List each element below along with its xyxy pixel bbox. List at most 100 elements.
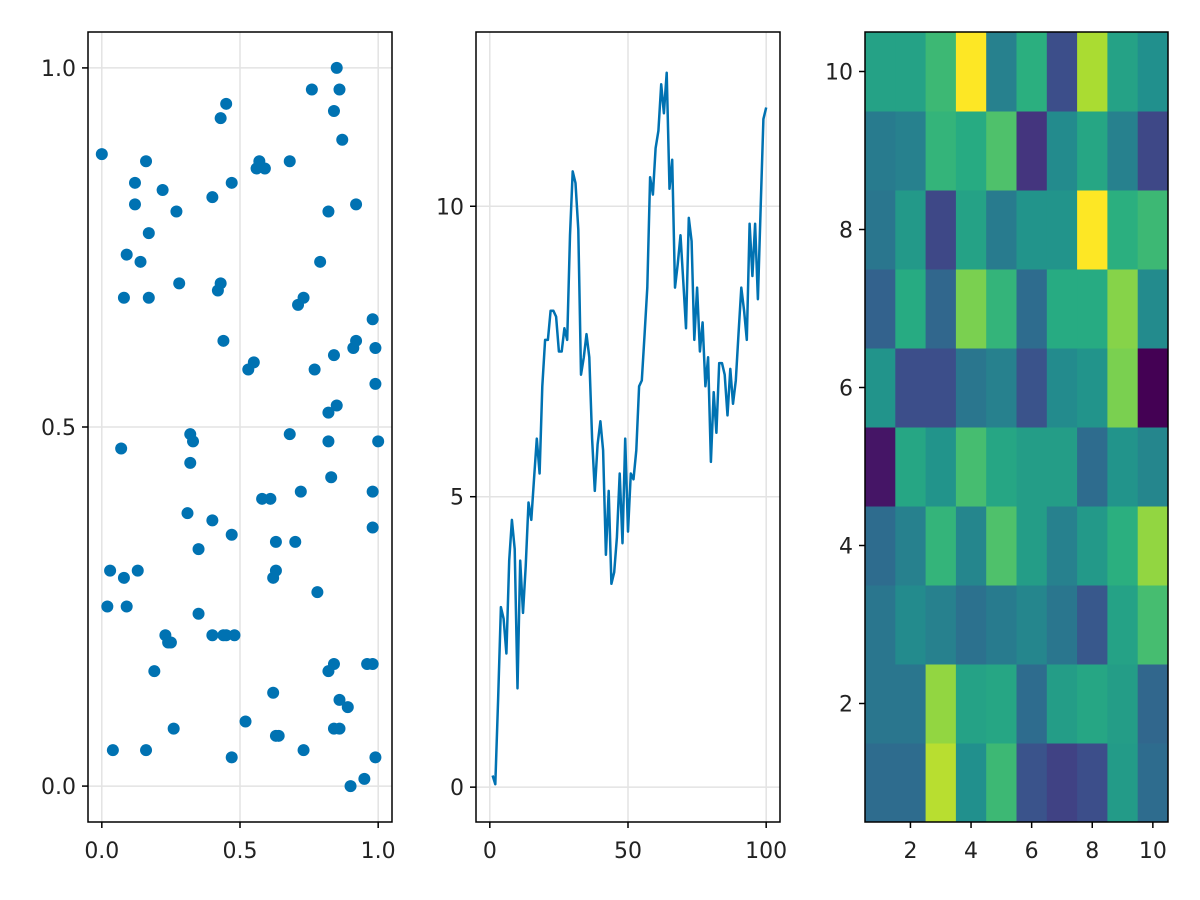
series-line bbox=[491, 71, 768, 786]
heatmap-cell bbox=[1046, 32, 1078, 112]
heatmap-cell bbox=[955, 585, 987, 665]
heatmap-cell bbox=[895, 190, 927, 270]
scatter-point bbox=[120, 248, 133, 261]
heatmap-cell bbox=[1137, 427, 1169, 507]
heatmap-cell bbox=[1016, 664, 1048, 744]
scatter-point bbox=[131, 564, 144, 577]
scatter-point bbox=[327, 658, 340, 670]
scatter-point bbox=[289, 535, 302, 548]
heatmap-cell bbox=[925, 348, 957, 428]
scatter-point bbox=[95, 148, 108, 161]
heatmap-cell bbox=[865, 348, 896, 428]
heatmap-cell bbox=[1016, 348, 1048, 428]
scatter-point bbox=[325, 471, 338, 484]
heatmap-cell bbox=[1107, 348, 1139, 428]
heatmap-cell bbox=[986, 506, 1017, 586]
heatmap-cell bbox=[1046, 269, 1078, 349]
scatter-point bbox=[192, 607, 205, 620]
heatmap-cell bbox=[955, 190, 987, 270]
scatter-point bbox=[156, 184, 169, 196]
scatter-point bbox=[333, 722, 346, 735]
scatter-point bbox=[228, 629, 241, 642]
heatmap-cell bbox=[925, 664, 957, 744]
scatter-point bbox=[322, 406, 335, 419]
heatmap-cell bbox=[1137, 111, 1169, 191]
heatmap-cell bbox=[925, 427, 957, 507]
heatmap-cell bbox=[1107, 190, 1139, 270]
heatmap-cell bbox=[1016, 269, 1048, 349]
scatter-point bbox=[140, 744, 153, 757]
scatter-point bbox=[101, 600, 114, 613]
scatter-point bbox=[220, 629, 233, 642]
scatter-point bbox=[369, 377, 382, 390]
scatter-point bbox=[173, 277, 186, 290]
heatmap-cell bbox=[895, 348, 927, 428]
y-tick-label: 8 bbox=[839, 219, 853, 244]
heatmap-cell bbox=[925, 190, 957, 270]
heatmap-cell bbox=[1016, 506, 1048, 586]
heatmap-cell bbox=[986, 585, 1017, 665]
scatter-point bbox=[184, 456, 197, 469]
heatmap-cell bbox=[895, 111, 927, 191]
y-tick-label: 0.0 bbox=[41, 775, 76, 800]
heatmap-cell bbox=[1107, 585, 1139, 665]
scatter-point bbox=[264, 492, 277, 505]
scatter-point bbox=[142, 227, 155, 240]
scatter-point bbox=[267, 571, 280, 584]
heatmap-cell bbox=[986, 111, 1017, 191]
heatmap-cell bbox=[895, 585, 927, 665]
scatter-point bbox=[258, 162, 271, 175]
heatmap-cell bbox=[986, 427, 1017, 507]
scatter-point bbox=[344, 780, 357, 793]
y-tick-label: 5 bbox=[450, 486, 464, 511]
heatmap-cell bbox=[1016, 585, 1048, 665]
heatmap-cell bbox=[1077, 32, 1108, 112]
heatmap-cell bbox=[895, 427, 927, 507]
heatmap-cell bbox=[925, 585, 957, 665]
x-tick-label: 2 bbox=[903, 839, 917, 864]
heatmap-cell bbox=[865, 664, 896, 744]
axes-frame bbox=[864, 31, 1169, 823]
heatmap-cell bbox=[1016, 111, 1048, 191]
scatter-point bbox=[327, 349, 340, 362]
scatter-point bbox=[330, 61, 343, 74]
heatmap-cell bbox=[1046, 427, 1078, 507]
heatmap-cell bbox=[865, 190, 896, 270]
heatmap-panel: 2 4 6 8 10 2 4 6 8 10 bbox=[825, 31, 1169, 864]
scatter-point bbox=[272, 729, 285, 742]
heatmap-cell bbox=[1077, 427, 1108, 507]
scatter-point bbox=[170, 205, 183, 218]
scatter-point bbox=[333, 693, 346, 706]
x-tick-label: 4 bbox=[964, 839, 978, 864]
x-tick-label: 1.0 bbox=[361, 839, 396, 864]
heatmap-cell bbox=[1137, 348, 1169, 428]
scatter-point bbox=[214, 277, 227, 290]
x-tick-label: 100 bbox=[745, 839, 787, 864]
heatmap-cell bbox=[1016, 190, 1048, 270]
scatter-point bbox=[142, 291, 155, 304]
scatter-point bbox=[267, 686, 280, 699]
heatmap-cell bbox=[1077, 190, 1108, 270]
x-tick-label: 0.5 bbox=[223, 839, 258, 864]
heatmap-cell bbox=[955, 111, 987, 191]
heatmap-cell bbox=[1077, 743, 1108, 823]
scatter-point bbox=[128, 176, 141, 189]
heatmap-cell bbox=[1077, 111, 1108, 191]
heatmap-cell bbox=[1137, 743, 1169, 823]
heatmap-cell bbox=[865, 111, 896, 191]
heatmap-cell bbox=[986, 32, 1017, 112]
heatmap-cell bbox=[1046, 506, 1078, 586]
y-tick-label: 0 bbox=[450, 776, 464, 801]
heatmap-cell bbox=[925, 743, 957, 823]
heatmap-cell bbox=[1137, 32, 1169, 112]
scatter-point bbox=[106, 744, 119, 757]
heatmap-cell bbox=[1046, 190, 1078, 270]
scatter-point bbox=[206, 629, 219, 642]
heatmap-cell bbox=[955, 506, 987, 586]
heatmap-cell bbox=[1016, 32, 1048, 112]
heatmap-cell bbox=[1137, 664, 1169, 744]
scatter-point bbox=[366, 658, 379, 670]
scatter-point bbox=[283, 428, 296, 441]
scatter-point bbox=[308, 363, 321, 376]
x-tick-label: 50 bbox=[614, 839, 642, 864]
